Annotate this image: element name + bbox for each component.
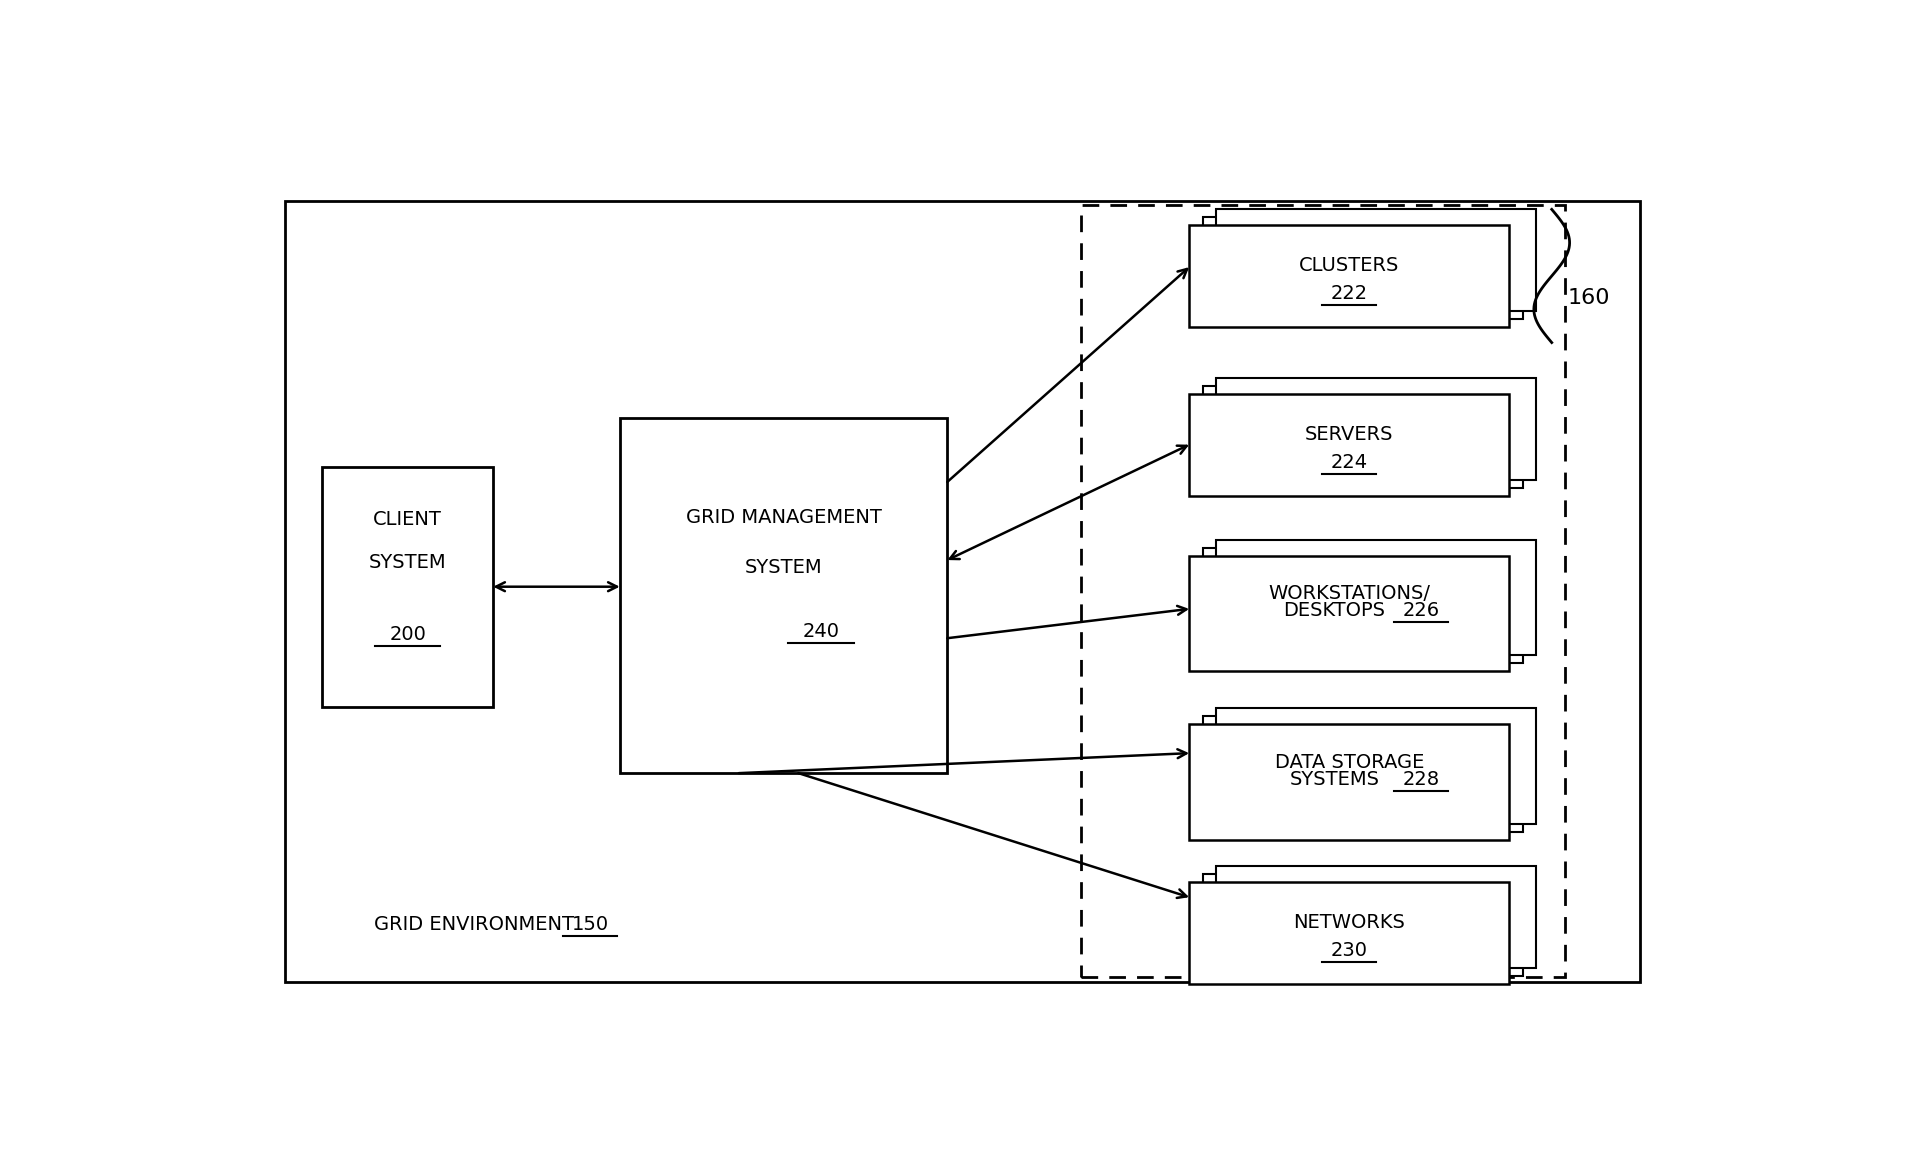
Text: CLIENT: CLIENT	[373, 510, 442, 529]
Text: DESKTOPS: DESKTOPS	[1283, 601, 1385, 620]
Bar	[620, 419, 947, 774]
Bar	[1203, 874, 1523, 975]
Text: CLUSTERS: CLUSTERS	[1299, 256, 1400, 274]
Bar	[1189, 393, 1510, 496]
Text: 224: 224	[1331, 453, 1368, 472]
Text: SYSTEMS: SYSTEMS	[1289, 770, 1379, 789]
Bar	[1216, 866, 1537, 969]
Bar	[323, 467, 494, 707]
Bar	[1203, 548, 1523, 663]
Text: GRID MANAGEMENT: GRID MANAGEMENT	[686, 508, 882, 527]
Bar	[1082, 205, 1566, 978]
Text: SYSTEM: SYSTEM	[369, 553, 446, 572]
Text: 150: 150	[571, 914, 609, 934]
Bar	[1203, 716, 1523, 831]
Bar	[1216, 209, 1537, 311]
Text: GRID ENVIRONMENT: GRID ENVIRONMENT	[375, 914, 574, 934]
Bar	[1189, 556, 1510, 671]
Text: 228: 228	[1402, 770, 1439, 789]
Text: DATA STORAGE: DATA STORAGE	[1274, 753, 1423, 773]
Text: 226: 226	[1402, 601, 1439, 620]
Bar	[1189, 724, 1510, 839]
Bar	[1203, 385, 1523, 488]
Text: 200: 200	[390, 625, 426, 645]
Text: 160: 160	[1568, 288, 1610, 308]
Text: SERVERS: SERVERS	[1304, 424, 1393, 444]
Bar	[1203, 217, 1523, 319]
Bar	[1216, 540, 1537, 655]
Bar	[1189, 882, 1510, 984]
Bar	[1189, 225, 1510, 327]
Bar	[1216, 708, 1537, 823]
Bar	[1216, 378, 1537, 480]
Text: 240: 240	[803, 621, 839, 641]
Text: SYSTEM: SYSTEM	[745, 558, 822, 576]
Text: NETWORKS: NETWORKS	[1293, 913, 1404, 932]
Text: WORKSTATIONS/: WORKSTATIONS/	[1268, 585, 1431, 603]
Text: 230: 230	[1331, 941, 1368, 960]
Bar	[284, 201, 1641, 982]
Text: 222: 222	[1331, 285, 1368, 303]
